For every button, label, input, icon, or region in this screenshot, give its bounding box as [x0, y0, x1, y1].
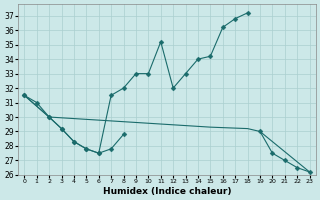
X-axis label: Humidex (Indice chaleur): Humidex (Indice chaleur) — [103, 187, 231, 196]
